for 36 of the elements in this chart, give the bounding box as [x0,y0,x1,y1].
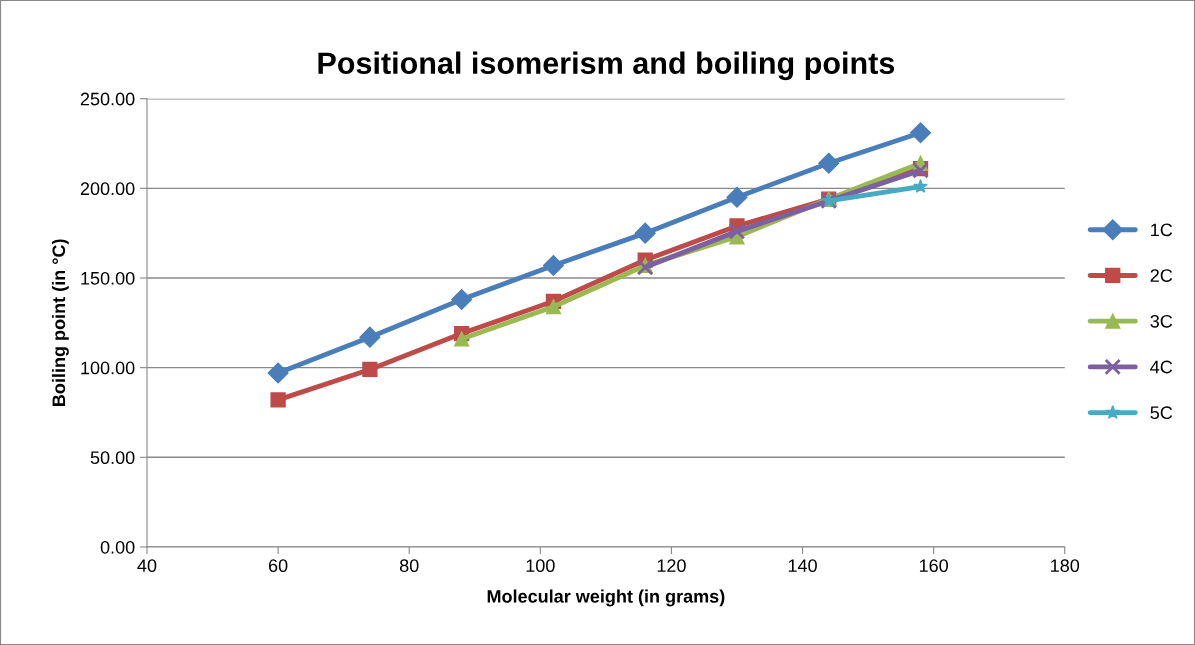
point [267,362,289,384]
x-tick-label: 120 [657,559,686,573]
point [270,392,286,408]
legend-label: 1C [1151,223,1173,237]
x-tick-label: 80 [399,559,419,573]
point [913,178,928,193]
point [728,223,746,240]
x-tick-label: 180 [1051,559,1080,573]
point [454,331,470,347]
x-tick-label: 40 [137,559,157,573]
y-tick-label: 150.00 [81,271,135,285]
y-tick-label: 100.00 [81,361,135,375]
x-tick-label: 60 [268,559,288,573]
x-tick-label: 100 [526,559,555,573]
legend-label: 5C [1150,406,1173,420]
y-tick-label: 200.00 [80,182,135,196]
legend-label: 4C [1150,360,1173,374]
x-tick-label: 160 [919,559,948,573]
chart-title: Positional isomerism and boiling points [318,51,895,81]
point [451,288,473,311]
y-tick-label: 250.00 [80,92,135,106]
point [910,122,932,144]
legend-label: 2C [1150,269,1173,282]
point [634,222,656,244]
legend-label: 3C [1150,314,1173,328]
x-tick-label: 140 [788,559,817,573]
x-axis-title: Molecular weight (in grams) [487,589,725,607]
y-axis-title: Boiling point (in °C) [51,239,69,406]
point [542,254,564,276]
point [545,299,562,315]
point [362,361,378,378]
y-tick-label: 50.00 [90,451,135,465]
point [359,326,381,348]
y-tick-label: 0.00 [100,540,135,554]
point [726,186,748,208]
point [818,152,840,174]
